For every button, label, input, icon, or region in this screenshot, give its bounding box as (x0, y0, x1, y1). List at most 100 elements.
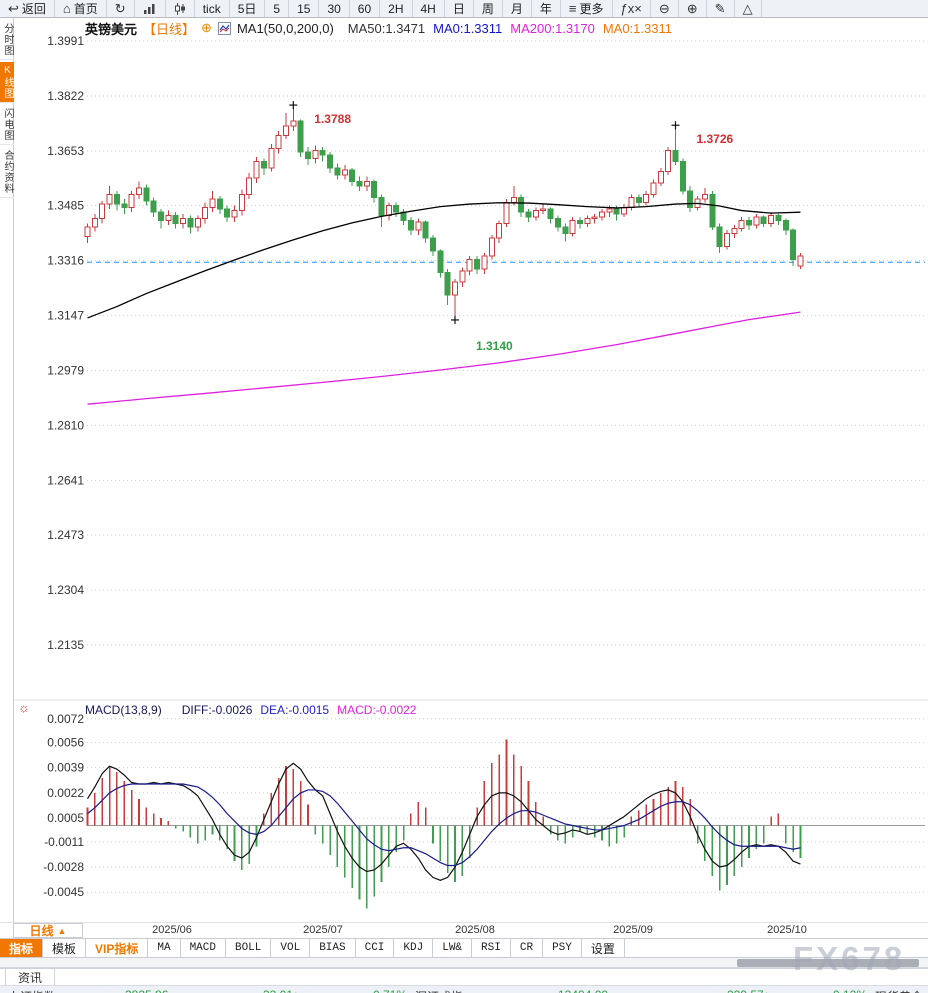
ticker-item[interactable]: 3825.86 (125, 988, 168, 993)
tab-settings[interactable]: 设置 (581, 939, 625, 957)
candle-body (532, 210, 539, 218)
sidebar-tab-contract-info[interactable]: 合约资料 (0, 147, 14, 198)
ticker-item[interactable]: 深证成指 (415, 988, 463, 993)
tab-cr[interactable]: CR (510, 939, 544, 957)
toolbar-item-fx[interactable]: ƒx× (613, 0, 651, 17)
tab-macd[interactable]: MACD (180, 939, 226, 957)
candle-body (415, 221, 422, 231)
toolbar-item-zoom-out[interactable]: ⊖ (651, 0, 679, 17)
toolbar-item-label: 月 (510, 2, 523, 16)
tab-indicator[interactable]: 指标 (0, 939, 44, 957)
macd-axis-label: 0.0039 (47, 761, 84, 775)
toolbar-item-5[interactable]: 5 (265, 0, 290, 17)
candle-body (371, 180, 378, 199)
toolbar-item-shape[interactable]: △ (735, 0, 762, 17)
toolbar-item-month[interactable]: 月 (503, 0, 532, 17)
macd-title: MACD(13,8,9) (85, 703, 162, 717)
macd-histogram (86, 739, 802, 909)
tab-news[interactable]: 资讯 (5, 969, 56, 986)
candle-body (650, 182, 657, 195)
sidebar-tab-time-chart[interactable]: 分时图 (0, 20, 14, 60)
ticker-item[interactable]: 33.01↓ (263, 988, 299, 993)
price-axis-label: 1.2979 (47, 363, 84, 377)
toolbar-item-week[interactable]: 周 (474, 0, 503, 17)
ma-value: MA200:1.3170 (510, 20, 595, 36)
toolbar-item-2h[interactable]: 2H (380, 0, 413, 17)
home-icon: ⌂ (62, 1, 71, 16)
draw-icon: ✎ (714, 1, 726, 16)
toolbar-item-5d[interactable]: 5日 (230, 0, 266, 17)
ma-indicator-icon[interactable] (217, 21, 231, 35)
tab-vol[interactable]: VOL (271, 939, 311, 957)
candle-body (525, 211, 532, 218)
price-annotation: 1.3788 (314, 112, 351, 127)
candle-body (99, 203, 106, 220)
candle-body (158, 211, 164, 221)
toolbar-item-30[interactable]: 30 (319, 0, 350, 17)
indicator-settings-icon[interactable]: ☼ (18, 700, 30, 715)
ma200-line (87, 311, 801, 405)
candle-body (121, 203, 128, 208)
candle-body (209, 198, 216, 208)
candle-body (679, 161, 686, 192)
toolbar-item-candle-chart[interactable] (166, 0, 195, 17)
ticker-item[interactable]: 上证指数 (8, 988, 56, 993)
scrollbar-thumb[interactable] (737, 959, 919, 967)
candle-body (202, 206, 209, 220)
tab-template[interactable]: 模板 (43, 939, 87, 957)
toolbar-item-more[interactable]: ≡ 更多 (561, 0, 613, 17)
toolbar-item-year[interactable]: 年 (532, 0, 561, 17)
left-sidebar: 分时图 K线图闪电图合约资料 (0, 18, 14, 922)
candle-body (569, 219, 576, 234)
tab-cci[interactable]: CCI (355, 939, 395, 957)
candle-body (378, 197, 385, 216)
price-axis-label: 1.2304 (47, 583, 84, 597)
ma-settings: MA1(50,0,200,0) (236, 20, 334, 36)
ticker-item[interactable]: 现货黄金 (875, 988, 923, 993)
kline-chart-canvas[interactable]: 1.3991 1.3822 1.3653 1.3485 1.3316 1.3147 1.29… (14, 18, 928, 922)
sidebar-tab-kline-chart[interactable]: K线图 (0, 62, 14, 103)
tab-bias[interactable]: BIAS (310, 939, 356, 957)
macd-value: DEA:-0.0015 (260, 703, 330, 717)
period-dropdown-button[interactable]: 日线 ▲ (13, 923, 83, 938)
tab-ma[interactable]: MA (148, 939, 181, 957)
toolbar-item-tick[interactable]: tick (195, 0, 230, 17)
tab-kdj[interactable]: KDJ (394, 939, 434, 957)
ticker-item[interactable]: 229.57↓ (727, 988, 770, 993)
month-label: 2025/06 (152, 924, 192, 936)
candle-body (540, 208, 547, 212)
ticker-item[interactable]: 0.12% (833, 988, 867, 993)
toolbar-item-4h[interactable]: 4H (413, 0, 445, 17)
ticker-item[interactable]: 13404.00 (558, 988, 608, 993)
tab-lw[interactable]: LW& (433, 939, 473, 957)
toolbar-item-refresh[interactable]: ↻ (107, 0, 135, 17)
toolbar-item-label: 60 (357, 1, 372, 16)
toolbar-item-15[interactable]: 15 (289, 0, 320, 17)
toolbar-item-draw[interactable]: ✎ (707, 0, 735, 17)
candle-body (393, 205, 400, 213)
horizontal-scrollbar[interactable] (0, 958, 928, 968)
toolbar-item-bar-chart[interactable] (135, 0, 166, 17)
macd-header: MACD(13,8,9) DIFF:-0.0026 DEA:-0.0015 MACD… (85, 703, 416, 717)
period-tag: 【日线】 (143, 21, 196, 37)
candle-body (143, 187, 150, 202)
sidebar-tab-flash-chart[interactable]: 闪电图 (0, 105, 14, 145)
macd-value: DIFF:-0.0026 (181, 703, 253, 717)
candle-body (385, 205, 392, 216)
candle-body (238, 193, 245, 212)
price-axis-label: 1.3653 (47, 144, 84, 158)
toolbar-item-60[interactable]: 60 (350, 0, 381, 17)
toolbar-item-zoom-in[interactable]: ⊕ (679, 0, 707, 17)
candle-body (253, 161, 260, 179)
candle-body (459, 270, 466, 283)
toolbar-item-day[interactable]: 日 (445, 0, 474, 17)
news-row: 资讯 (0, 968, 928, 986)
toolbar-item-back[interactable]: ↩ 返回 (0, 0, 55, 17)
tab-boll[interactable]: BOLL (225, 939, 272, 957)
ticker-item[interactable]: 0.71% (373, 988, 407, 993)
tab-vip-indicator[interactable]: VIP指标 (86, 939, 149, 957)
tab-psy[interactable]: PSY (543, 939, 582, 957)
toolbar-item-home[interactable]: ⌂ 首页 (55, 0, 107, 17)
add-favorite-icon[interactable]: ⊕ (201, 20, 212, 35)
tab-rsi[interactable]: RSI (472, 939, 511, 957)
